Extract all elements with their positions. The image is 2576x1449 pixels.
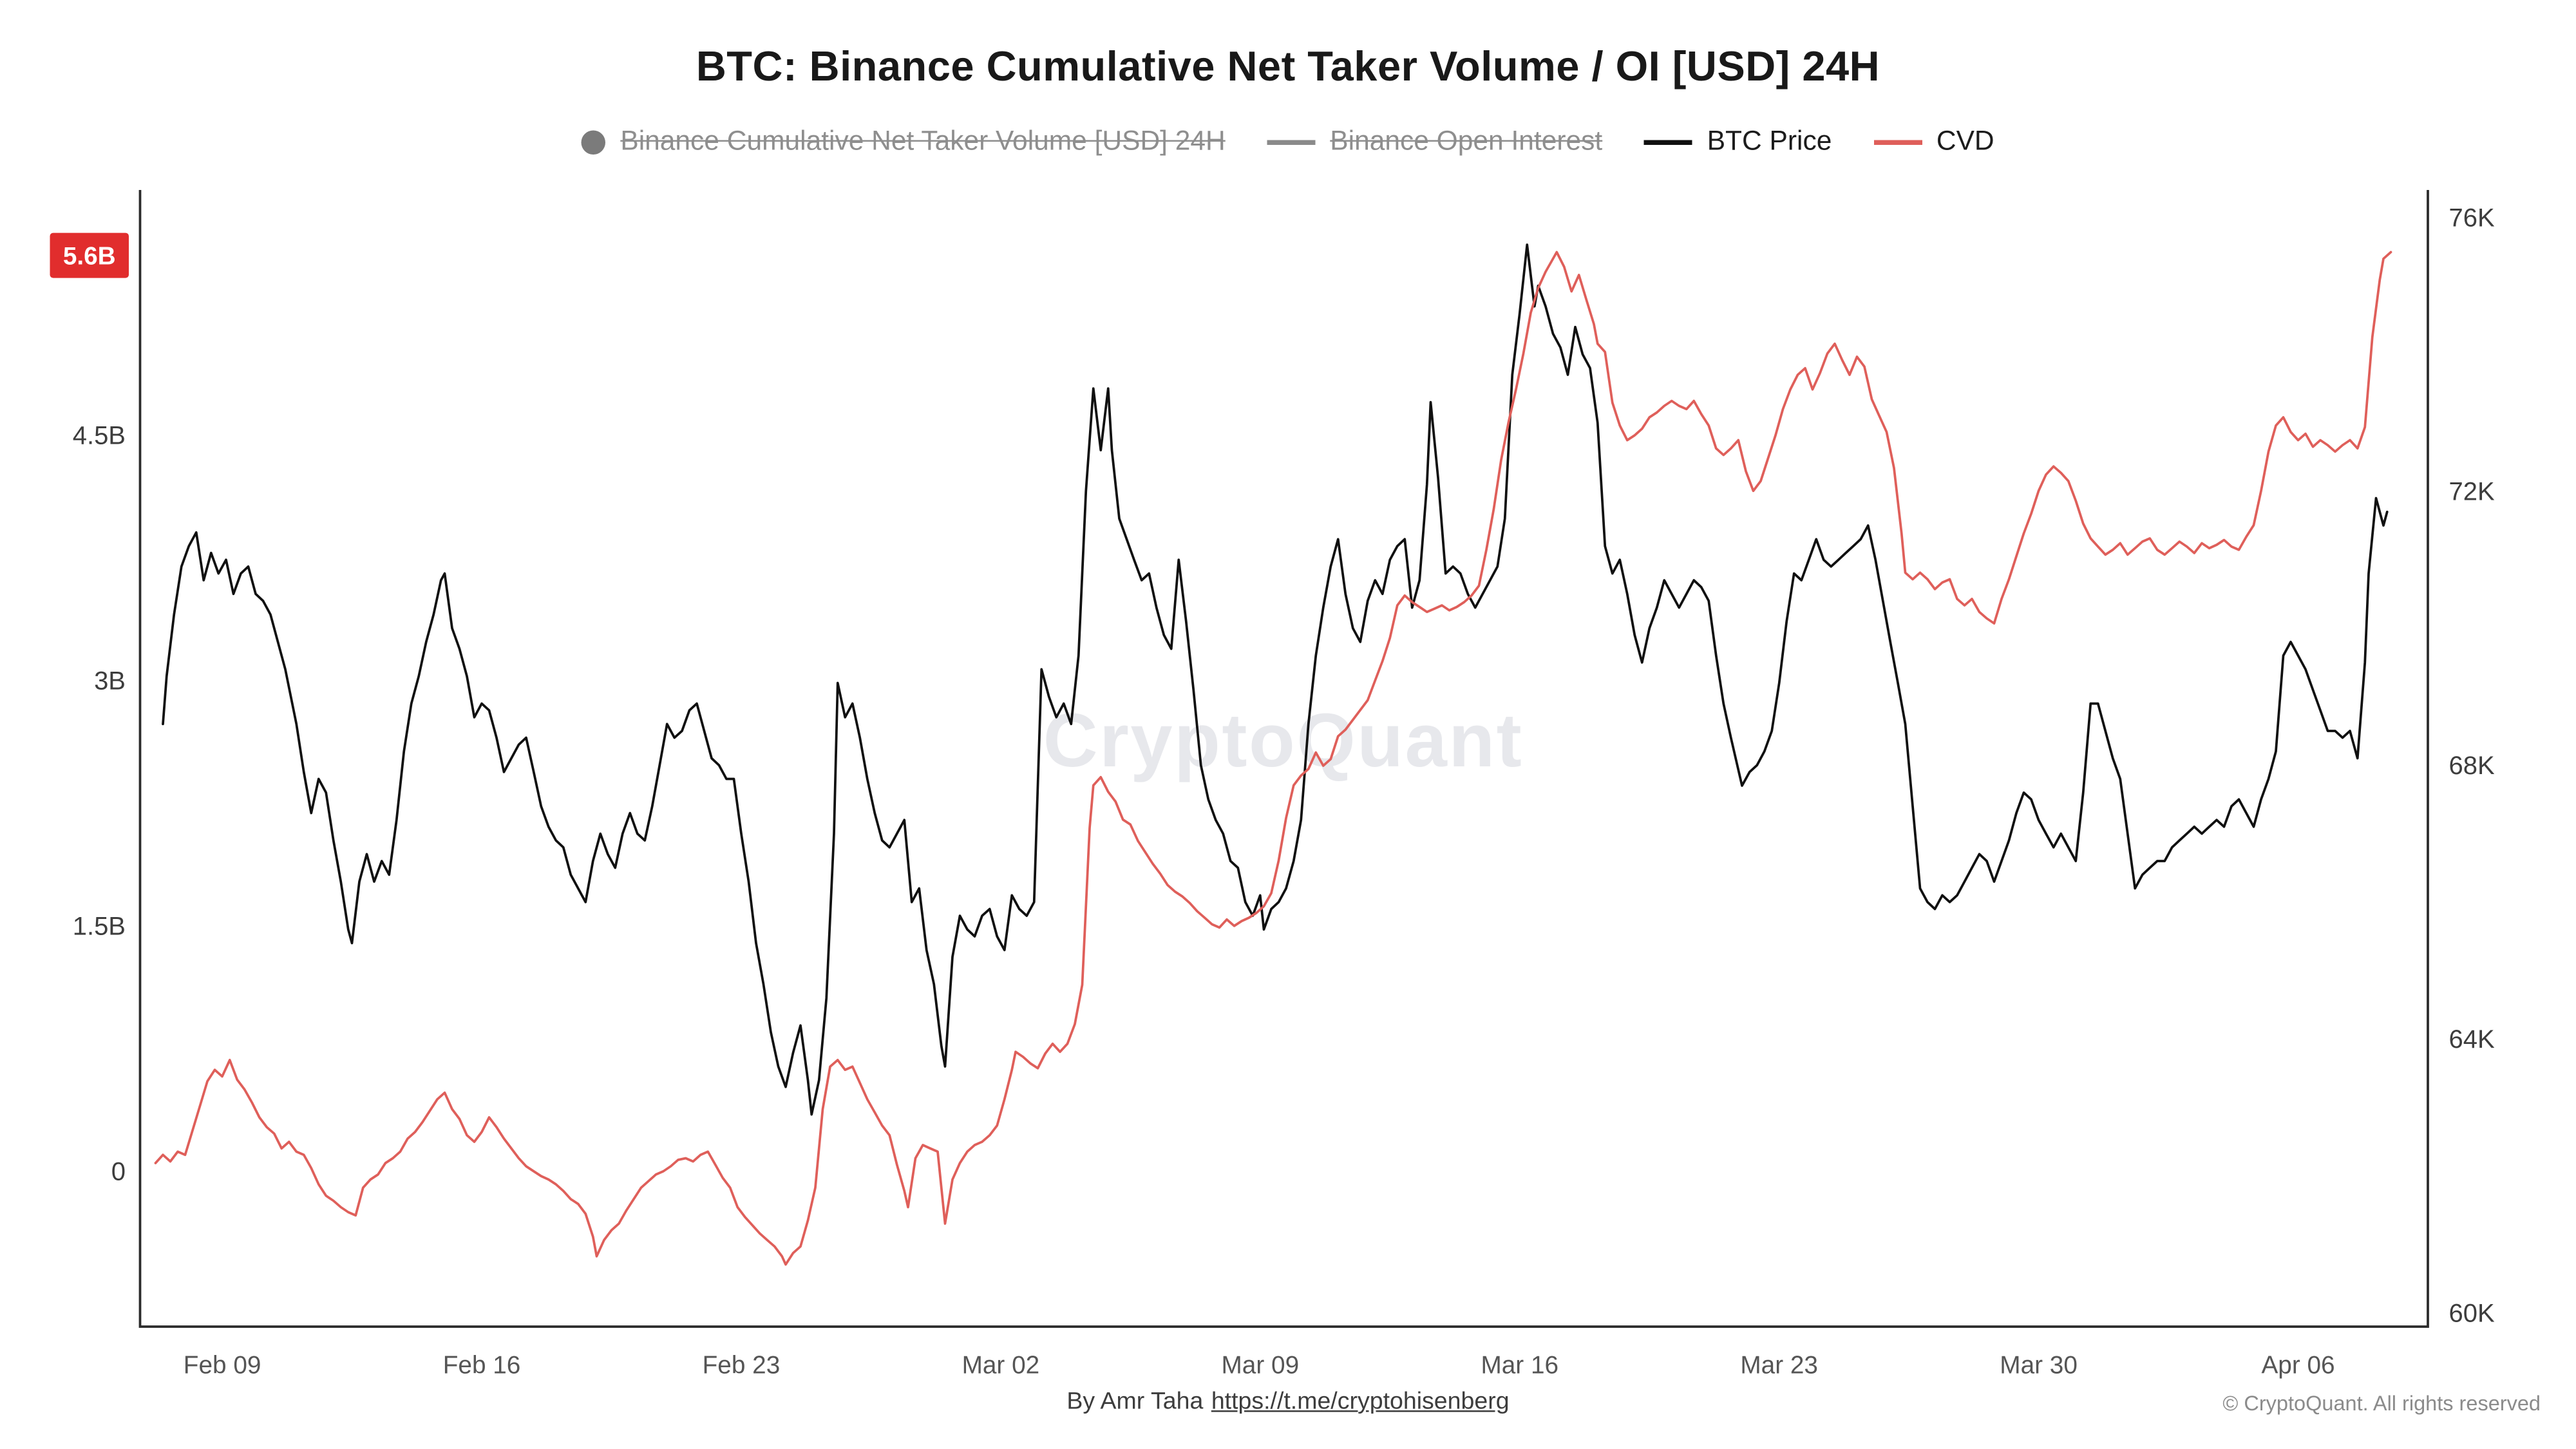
legend-item-open-interest[interactable]: Binance Open Interest	[1267, 126, 1602, 158]
axis-frame	[138, 190, 2429, 1328]
left-axis-tick-label: 3B	[94, 667, 126, 696]
page-title: BTC: Binance Cumulative Net Taker Volume…	[696, 42, 1880, 90]
legend-circle-marker-icon	[582, 129, 606, 154]
x-axis-tick-label: Feb 23	[703, 1352, 781, 1379]
legend-label-cvd: CVD	[1936, 126, 1994, 156]
cvd-line	[154, 251, 2392, 1266]
right-axis-tick-label: 60K	[2449, 1299, 2495, 1327]
legend-line-marker-icon	[1873, 139, 1922, 144]
x-axis-tick-label: Apr 06	[2261, 1352, 2334, 1379]
x-axis-tick-label: Feb 16	[443, 1352, 521, 1379]
byline-author: By Amr Taha	[1066, 1388, 1204, 1416]
left-axis-tick-label: 0	[111, 1157, 126, 1186]
x-axis-tick-label: Mar 09	[1222, 1352, 1300, 1379]
right-axis-tick-label: 72K	[2449, 478, 2495, 506]
right-axis-tick-label: 76K	[2449, 204, 2495, 232]
cryptoquant-watermark: CryptoQuant	[1043, 697, 1524, 783]
telegram-link[interactable]: https://t.me/cryptohisenberg	[1211, 1388, 1510, 1416]
right-axis-tick-label: 64K	[2449, 1025, 2495, 1054]
btc-price-line	[162, 243, 2389, 1116]
left-axis-tick-label: 1.5B	[73, 913, 126, 941]
x-axis-tick-label: Mar 23	[1740, 1352, 1818, 1379]
legend-label-net-taker-volume: Binance Cumulative Net Taker Volume [USD…	[620, 126, 1226, 156]
legend-line-marker-icon	[1644, 139, 1693, 144]
x-axis-tick-label: Mar 30	[2000, 1352, 2078, 1379]
x-axis-tick-label: Mar 02	[962, 1352, 1040, 1379]
cvd-value-badge	[50, 232, 129, 278]
copyright-notice: © CryptoQuant. All rights reserved	[2222, 1391, 2541, 1416]
x-axis-tick-label: Mar 16	[1481, 1352, 1558, 1379]
chart-legend: Binance Cumulative Net Taker Volume [USD…	[0, 126, 2576, 158]
byline: By Amr Taha https://t.me/cryptohisenberg	[0, 1388, 2576, 1416]
left-axis-tick-label: 4.5B	[73, 422, 126, 450]
cvd-value-badge-label: 5.6B	[63, 242, 116, 270]
right-axis-tick-label: 68K	[2449, 752, 2495, 780]
legend-line-marker-icon	[1267, 139, 1316, 144]
x-axis-tick-label: Feb 09	[184, 1352, 261, 1379]
legend-label-open-interest: Binance Open Interest	[1330, 126, 1603, 156]
legend-label-btc-price: BTC Price	[1707, 126, 1832, 156]
legend-item-btc-price[interactable]: BTC Price	[1644, 126, 1832, 158]
legend-item-net-taker-volume[interactable]: Binance Cumulative Net Taker Volume [USD…	[582, 126, 1226, 158]
legend-item-cvd[interactable]: CVD	[1873, 126, 1994, 158]
